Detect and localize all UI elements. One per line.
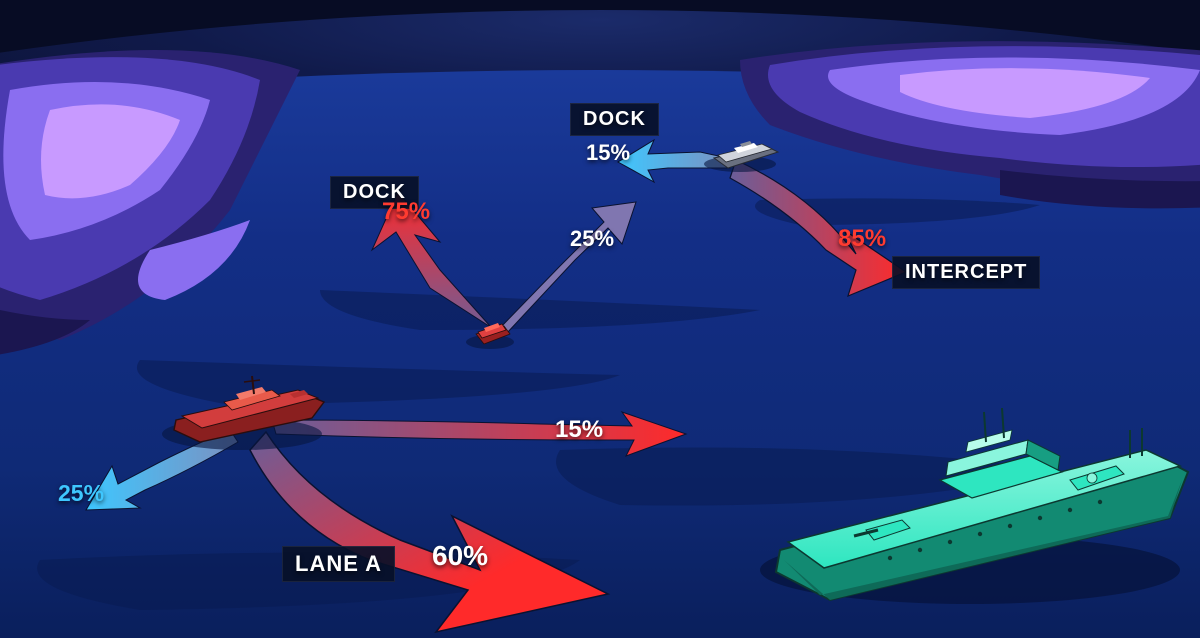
pct-25a: 25% xyxy=(570,226,614,252)
pct-25b: 25% xyxy=(58,480,104,507)
tactical-map: DOCK DOCK INTERCEPT LANE A 75% 25% 15% 8… xyxy=(0,0,1200,638)
dock-label-2: DOCK xyxy=(570,103,659,136)
pct-75: 75% xyxy=(382,198,430,226)
scene-svg xyxy=(0,0,1200,638)
pct-60: 60% xyxy=(432,540,488,572)
pct-15a: 15% xyxy=(586,140,630,166)
pct-15b: 15% xyxy=(555,416,603,444)
intercept-label: INTERCEPT xyxy=(892,256,1040,289)
pct-85: 85% xyxy=(838,225,886,253)
lane-a-label: LANE A xyxy=(282,546,395,582)
